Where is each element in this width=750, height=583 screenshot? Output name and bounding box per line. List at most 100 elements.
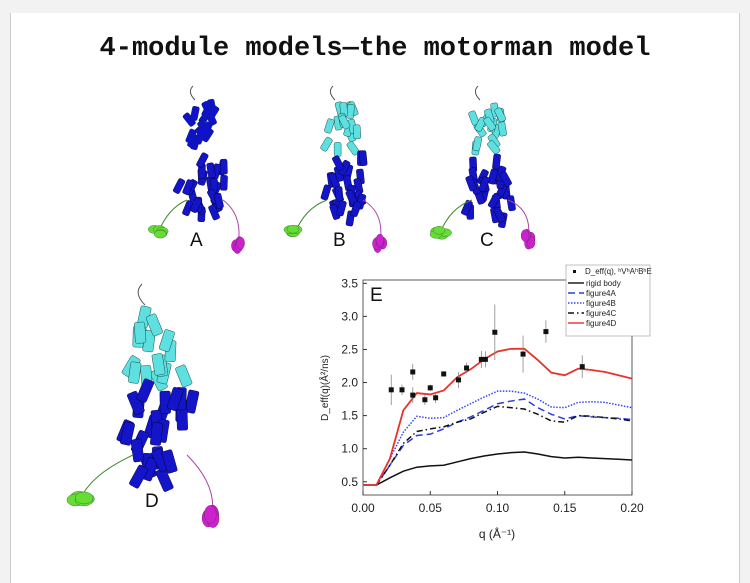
data-point xyxy=(482,356,488,362)
helix xyxy=(332,155,345,171)
helix xyxy=(472,136,483,152)
series-figure4B xyxy=(363,390,633,486)
helix xyxy=(194,126,209,141)
helix xyxy=(176,407,188,431)
helix xyxy=(206,162,216,179)
data-point xyxy=(455,377,461,383)
molecule-c xyxy=(429,85,536,250)
helix xyxy=(120,421,135,446)
y-tick-label: 0.5 xyxy=(341,475,358,489)
loop xyxy=(189,85,196,101)
data-point xyxy=(441,371,447,377)
helix xyxy=(346,141,360,156)
y-tick-label: 3.5 xyxy=(341,276,358,290)
data-point xyxy=(520,351,526,357)
helix xyxy=(483,116,497,132)
helix xyxy=(185,128,197,144)
helix xyxy=(465,175,477,192)
legend-label: figure4C xyxy=(586,309,616,318)
helix xyxy=(358,150,368,167)
data-point xyxy=(399,387,405,393)
helix xyxy=(184,389,200,414)
legend-label: rigid body xyxy=(586,279,621,288)
helix xyxy=(161,449,178,474)
x-axis-label: q (Å⁻¹) xyxy=(479,526,515,541)
helix xyxy=(499,171,512,187)
x-tick-label: 0.10 xyxy=(486,501,510,515)
loop xyxy=(329,85,336,101)
legend-label: figure4B xyxy=(586,299,616,308)
helix xyxy=(487,193,501,209)
helix xyxy=(492,153,501,170)
helix xyxy=(175,364,193,388)
data-point xyxy=(410,369,416,375)
helix xyxy=(338,114,351,130)
y-tick-label: 1.0 xyxy=(341,442,358,456)
helix xyxy=(352,124,362,140)
helix xyxy=(136,378,155,403)
helix xyxy=(346,104,355,119)
helix xyxy=(150,422,164,446)
helix xyxy=(167,387,184,412)
helix xyxy=(213,192,224,209)
green-domain xyxy=(154,229,167,239)
y-tick-label: 3.0 xyxy=(341,309,358,323)
molecule-d xyxy=(66,283,220,528)
magenta-domain xyxy=(520,229,530,242)
chart-panel-label: E xyxy=(370,285,383,306)
x-tick-label: 0.00 xyxy=(351,501,375,515)
y-tick-label: 2.0 xyxy=(341,376,358,390)
helix xyxy=(478,176,490,192)
legend-marker xyxy=(573,270,576,273)
y-axis-label: D_eff(q)(Å²/ns) xyxy=(318,355,331,421)
helix xyxy=(336,200,347,217)
molecule-b xyxy=(283,85,388,253)
helix xyxy=(208,204,220,221)
data-point xyxy=(464,365,470,371)
helix xyxy=(128,361,142,384)
loop xyxy=(474,85,481,101)
helix xyxy=(196,152,209,169)
helix xyxy=(487,168,499,185)
helix xyxy=(506,195,516,212)
series-figure4C xyxy=(363,405,633,486)
legend-label: figure4D xyxy=(586,319,616,328)
helix xyxy=(493,206,506,223)
green-domain xyxy=(432,226,446,235)
x-tick-label: 0.15 xyxy=(553,501,577,515)
panel-label-b: B xyxy=(333,230,346,251)
data-point xyxy=(433,395,439,401)
magenta-domain xyxy=(204,505,217,524)
helix xyxy=(134,321,147,344)
helix xyxy=(190,197,202,213)
magenta-domain xyxy=(375,233,385,247)
helix xyxy=(350,201,362,217)
data-point xyxy=(427,385,433,391)
helix xyxy=(145,313,163,337)
data-point xyxy=(579,364,585,370)
helix xyxy=(129,464,149,489)
series-figure4A xyxy=(363,398,633,486)
chart-e: E q (Å⁻¹) D_eff(q)(Å²/ns) 0.00 0.05 0.10 0.… xyxy=(318,264,652,541)
x-tick-label: 0.05 xyxy=(419,501,443,515)
legend-label: D_eff(q), ʰVʰAʰBʰE xyxy=(585,267,652,276)
data-point xyxy=(543,329,549,335)
helix xyxy=(497,121,507,137)
series-figure4D xyxy=(363,347,633,486)
helix xyxy=(320,184,332,201)
y-tick-label: 1.5 xyxy=(341,409,358,423)
data-point xyxy=(492,329,498,335)
helix xyxy=(159,329,175,352)
data-point xyxy=(410,392,416,398)
molecule-a xyxy=(148,85,245,254)
series-rigid-body xyxy=(363,451,633,486)
data-point xyxy=(478,356,484,362)
helix xyxy=(334,186,344,202)
helix xyxy=(487,140,501,155)
legend-label: figure4A xyxy=(586,289,616,298)
helix xyxy=(320,136,333,152)
helix xyxy=(182,179,194,196)
y-tick-label: 2.5 xyxy=(341,342,358,356)
